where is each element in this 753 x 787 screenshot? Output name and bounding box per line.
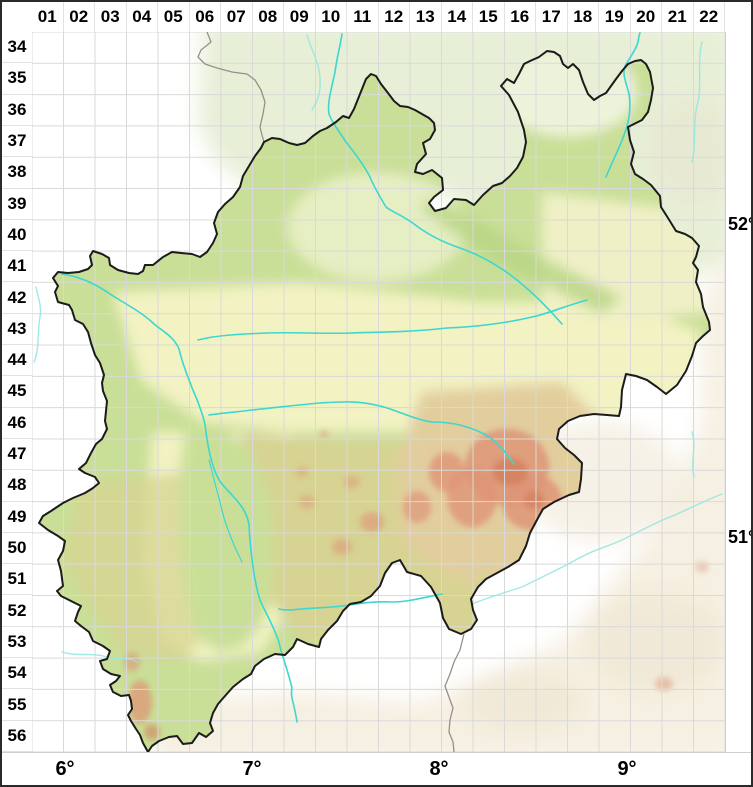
row-label-53: 53 (2, 627, 32, 659)
column-label-09: 09 (284, 2, 316, 32)
row-label-56: 56 (2, 721, 32, 752)
state-borders (197, 32, 465, 752)
row-label-46: 46 (2, 408, 32, 439)
column-label-02: 02 (64, 2, 95, 32)
river-lahn (471, 493, 723, 605)
longitude-label-6deg: 6° (55, 758, 75, 780)
row-label-42: 42 (2, 282, 32, 314)
rivers (61, 32, 641, 723)
row-label-39: 39 (2, 189, 32, 220)
column-label-07: 07 (221, 2, 253, 32)
column-label-05: 05 (158, 2, 190, 32)
row-label-47: 47 (2, 439, 32, 471)
nrw-terrain-tints (62, 51, 710, 740)
column-label-11: 11 (347, 2, 379, 32)
row-label-49: 49 (2, 502, 32, 533)
column-label-12: 12 (379, 2, 410, 32)
river-rhine (61, 273, 298, 723)
river-ne-outside (691, 41, 703, 163)
row-label-52: 52 (2, 595, 32, 627)
row-label-36: 36 (2, 95, 32, 126)
row-label-41: 41 (2, 251, 32, 283)
column-label-17: 17 (536, 2, 568, 32)
column-label-13: 13 (410, 2, 442, 32)
row-label-34: 34 (2, 32, 32, 64)
row-label-40: 40 (2, 220, 32, 252)
row-label-55: 55 (2, 689, 32, 721)
river-vechte (306, 34, 321, 111)
longitude-label-7deg: 7° (242, 758, 262, 780)
column-label-14: 14 (442, 2, 473, 32)
column-label-20: 20 (631, 2, 662, 32)
row-label-38: 38 (2, 157, 32, 189)
map-area (32, 32, 725, 752)
row-header-strip: 34 35 36 37 38 39 40 41 42 43 44 45 46 47 48 49 50 51 52 53… (2, 32, 33, 752)
teutoburg-ridge (420, 197, 622, 314)
row-label-37: 37 (2, 126, 32, 158)
longitude-axis-strip: 6° 7° 8° 9° (2, 752, 751, 785)
river-sieg (278, 593, 443, 611)
column-label-08: 08 (253, 2, 284, 32)
column-label-19: 19 (599, 2, 631, 32)
row-label-48: 48 (2, 470, 32, 502)
muensterland-tint (287, 172, 467, 282)
row-label-44: 44 (2, 345, 32, 377)
column-label-16: 16 (505, 2, 536, 32)
column-label-01: 01 (32, 2, 64, 32)
column-label-03: 03 (95, 2, 127, 32)
row-label-43: 43 (2, 314, 32, 346)
column-label-22: 22 (694, 2, 725, 32)
row-label-50: 50 (2, 533, 32, 565)
nrw-boundary-outline (38, 50, 711, 752)
row-label-45: 45 (2, 376, 32, 408)
river-weser (605, 32, 641, 178)
longitude-label-9deg: 9° (617, 758, 637, 780)
latitude-axis-strip: 52° 51° (725, 32, 753, 752)
river-erft (208, 459, 243, 563)
eifel-highlands (124, 430, 329, 740)
river-lippe (197, 299, 588, 341)
latitude-label-51deg: 51° (728, 527, 753, 547)
column-label-21: 21 (662, 2, 694, 32)
map-canvas (32, 32, 725, 752)
river-ruhr (208, 401, 515, 465)
longitude-label-8deg: 8° (429, 758, 449, 780)
column-label-15: 15 (473, 2, 505, 32)
column-label-18: 18 (568, 2, 599, 32)
column-header-strip: 01 02 03 04 05 06 07 08 09 10 11 12 13 14 15 16 17 18 19 20… (2, 2, 751, 33)
row-label-54: 54 (2, 658, 32, 690)
hesse-rlp-border (444, 633, 465, 752)
row-label-35: 35 (2, 63, 32, 95)
row-label-51: 51 (2, 564, 32, 596)
river-e-outside (691, 431, 695, 478)
river-ems (327, 33, 563, 325)
column-label-10: 10 (316, 2, 347, 32)
rhine-valley-green (180, 422, 274, 652)
outside-terrain-southeast (152, 260, 725, 752)
column-label-04: 04 (127, 2, 158, 32)
latitude-label-52deg: 52° (728, 214, 753, 234)
column-label-06: 06 (190, 2, 221, 32)
river-maas (33, 286, 42, 363)
netherlands-border (197, 32, 266, 143)
